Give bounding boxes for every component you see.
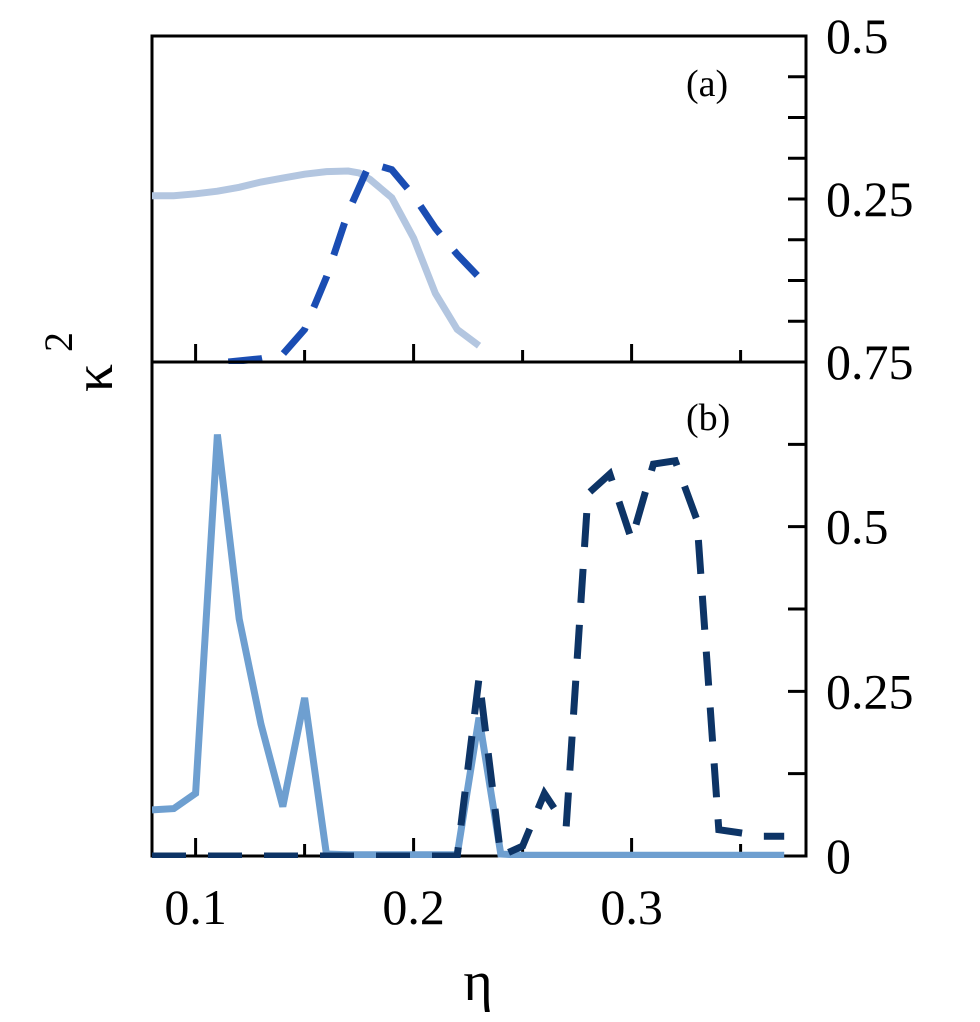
panel-b: 0 0.25 0.5 0.75 0.1 0.2 0.3 (b) (150, 334, 914, 935)
panel-a: 0.25 0.5 (a) (150, 8, 914, 364)
y-axis-title: κ (63, 364, 125, 392)
y-tick-label: 0.5 (826, 8, 889, 64)
y-tick-label: 0.25 (826, 663, 914, 719)
y-tick-label: 0.75 (826, 334, 914, 390)
dashed-series-line (227, 158, 482, 364)
panel-label: (a) (686, 63, 728, 105)
series-group (152, 434, 785, 858)
panel-label: (b) (686, 397, 730, 439)
solid-series-line (152, 167, 482, 349)
axis-labels: η κ 2 (36, 332, 493, 1013)
x-tick-label: 0.2 (382, 879, 445, 935)
solid-series-line (152, 434, 785, 858)
y-axis-title-superscript: 2 (36, 332, 81, 352)
y-tick-label: 0.25 (826, 171, 914, 227)
x-tick-label: 0.3 (600, 879, 663, 935)
y-tick-label: 0.5 (826, 499, 889, 555)
x-tick-label: 0.1 (164, 879, 227, 935)
dashed-series-line (152, 456, 785, 858)
series-group (152, 158, 482, 364)
y-tick-label: 0 (826, 828, 851, 884)
x-axis-title: η (463, 951, 492, 1013)
